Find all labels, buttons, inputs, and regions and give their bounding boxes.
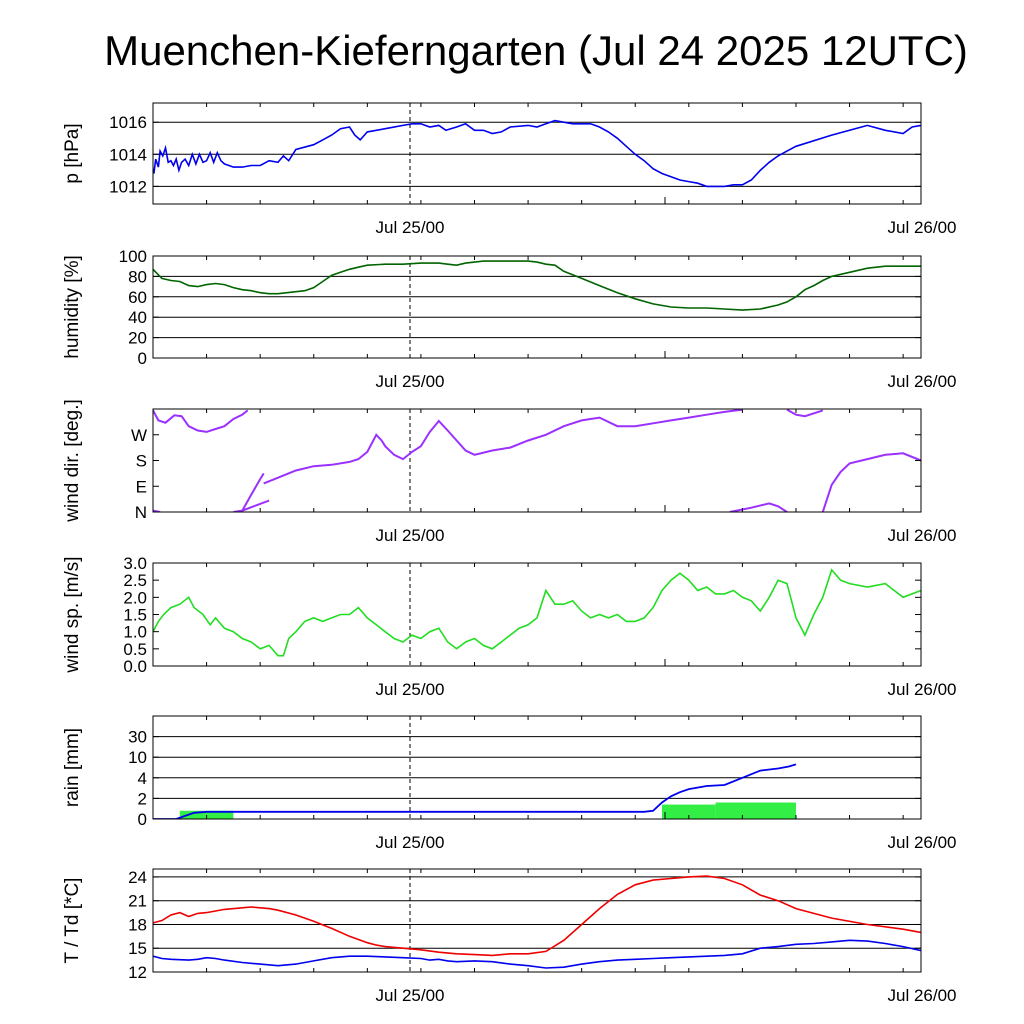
- y-axis-label: wind dir. [deg.]: [62, 399, 83, 523]
- x-date-label: Jul 26/00: [888, 372, 957, 391]
- y-tick-label: 80: [128, 267, 147, 286]
- y-tick-label: 24: [128, 868, 147, 887]
- plot-area: [153, 260, 921, 311]
- y-tick-label: 0.0: [123, 657, 147, 676]
- x-date-label: Jul 25/00: [376, 986, 445, 1005]
- panel-frame: [152, 562, 922, 667]
- y-tick-label: 4: [138, 769, 147, 788]
- y-tick-label: 15: [128, 939, 147, 958]
- y-tick-label: 2.0: [123, 588, 147, 607]
- y-tick-label: N: [135, 503, 147, 522]
- x-date-label: Jul 26/00: [888, 218, 957, 237]
- series-line: [263, 409, 743, 485]
- panel-frame: [152, 715, 922, 820]
- y-tick-label: 21: [128, 892, 147, 911]
- plot-area: [153, 763, 797, 819]
- x-date-label: Jul 26/00: [888, 833, 957, 852]
- y-axis-label: rain [mm]: [62, 728, 83, 807]
- series-line: [153, 939, 921, 969]
- series-line: [153, 119, 921, 188]
- x-date-label: Jul 26/00: [888, 680, 957, 699]
- chart-title: Muenchen-Kieferngarten (Jul 24 2025 12UT…: [104, 27, 968, 74]
- y-tick-label: S: [136, 452, 147, 471]
- plot-area: [153, 409, 921, 512]
- panel-frame: [152, 102, 922, 205]
- series-line: [233, 499, 270, 512]
- cumulative-rain-line: [153, 763, 797, 819]
- y-tick-label: 1012: [109, 177, 147, 196]
- y-tick-label: 0: [138, 810, 147, 829]
- y-tick-label: 1.0: [123, 623, 147, 642]
- series-line: [153, 875, 921, 957]
- panel-frame: [152, 255, 922, 359]
- panel-windspeed: 0.00.51.01.52.02.53.0 wind sp. [m/s] Jul 2…: [62, 554, 957, 699]
- y-tick-label: 20: [128, 329, 147, 348]
- y-tick-label: 2: [138, 789, 147, 808]
- y-axis-label: wind sp. [m/s]: [62, 556, 83, 673]
- y-tick-label: 1014: [109, 145, 147, 164]
- x-date-label: Jul 25/00: [376, 218, 445, 237]
- y-tick-label: 40: [128, 308, 147, 327]
- y-tick-label: W: [131, 426, 147, 445]
- x-date-label: Jul 25/00: [376, 372, 445, 391]
- plot-area: [153, 568, 921, 657]
- x-date-label: Jul 26/00: [888, 526, 957, 545]
- x-date-label: Jul 26/00: [888, 986, 957, 1005]
- y-tick-label: 18: [128, 915, 147, 934]
- y-axis-label: T / Td [*C]: [62, 878, 83, 964]
- rain-bar: [179, 810, 234, 819]
- y-tick-label: 0.5: [123, 640, 147, 659]
- y-tick-label: 2.5: [123, 571, 147, 590]
- y-tick-label: E: [136, 477, 147, 496]
- series-line: [241, 472, 265, 512]
- series-line: [786, 409, 824, 418]
- y-axis-label: p [hPa]: [62, 123, 83, 183]
- y-tick-label: 1.5: [123, 606, 147, 625]
- series-line: [153, 568, 921, 657]
- y-tick-label: 12: [128, 963, 147, 982]
- plot-area: [153, 875, 921, 969]
- panel-frame: [152, 408, 922, 513]
- rain-bar: [662, 804, 716, 819]
- series-line: [153, 260, 921, 311]
- x-date-label: Jul 25/00: [376, 833, 445, 852]
- y-tick-label: 60: [128, 288, 147, 307]
- y-tick-label: 10: [128, 748, 147, 767]
- panel-frame: [152, 868, 922, 973]
- series-line: [153, 409, 249, 433]
- y-tick-label: 100: [119, 247, 147, 266]
- y-tick-label: 3.0: [123, 554, 147, 573]
- y-tick-label: 1016: [109, 113, 147, 132]
- panel-temperature: 12 15 18 21 24 T / Td [*C] Jul 25/00 Jul 26/00: [62, 868, 957, 1005]
- x-date-label: Jul 25/00: [376, 526, 445, 545]
- y-tick-label: 0: [138, 349, 147, 368]
- panel-pressure: 1012 1014 1016 p [hPa] Jul 25/00 Jul 26/00: [62, 102, 957, 237]
- y-axis-label: humidity [%]: [62, 255, 83, 358]
- series-line: [821, 452, 921, 512]
- rain-bar: [715, 802, 796, 819]
- plot-area: [153, 119, 921, 188]
- x-date-label: Jul 25/00: [376, 680, 445, 699]
- series-line: [729, 502, 788, 512]
- y-tick-label: 30: [128, 728, 147, 747]
